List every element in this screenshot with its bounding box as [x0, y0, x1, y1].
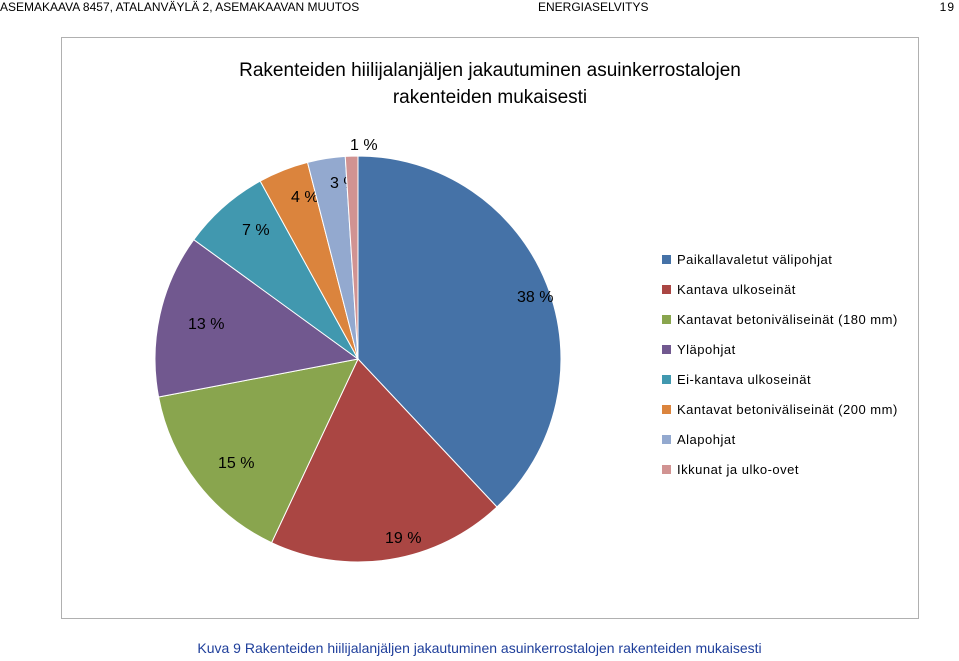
pie-data-label: 7 %	[242, 222, 270, 239]
pie-slice	[158, 358, 359, 544]
pie-data-label: 19 %	[385, 530, 421, 547]
pie-data-label: 13 %	[188, 316, 224, 333]
legend-label: Kantava ulkoseinät	[677, 282, 796, 297]
pie-data-label: 15 %	[218, 455, 254, 472]
pie-data-label: 1 %	[350, 137, 378, 154]
legend-label: Kantavat betoniväliseinät (200 mm)	[677, 402, 898, 417]
figure-caption: Kuva 9 Rakenteiden hiilijalanjäljen jaka…	[197, 640, 762, 656]
legend-label: Ei-kantava ulkoseinät	[677, 372, 811, 387]
pie-slice	[270, 358, 498, 563]
pie-slice	[154, 238, 360, 398]
legend-label: Kantavat betoniväliseinät (180 mm)	[677, 312, 898, 327]
document-header-title: ASEMAKAAVA 8457, ATALANVÄYLÄ 2, ASEMAKAA…	[0, 0, 360, 14]
legend-swatch	[662, 315, 671, 324]
legend-swatch	[662, 435, 671, 444]
pie-slice	[357, 155, 562, 508]
chart-title-line: rakenteiden mukaisesti	[393, 87, 587, 108]
chart-frame: Rakenteiden hiilijalanjäljen jakautumine…	[61, 37, 919, 619]
legend-label: Ikkunat ja ulko-ovet	[677, 462, 799, 477]
legend-label: Paikallavaletut välipohjat	[677, 252, 832, 267]
page-number: 19	[939, 0, 955, 14]
legend-label: Alapohjat	[677, 432, 736, 447]
legend-swatch	[662, 465, 671, 474]
legend-swatch	[662, 345, 671, 354]
legend-label: Yläpohjat	[677, 342, 736, 357]
document-header-section: ENERGIASELVITYS	[538, 0, 649, 14]
legend-swatch	[662, 255, 671, 264]
pie-chart: Rakenteiden hiilijalanjäljen jakautumine…	[154, 60, 898, 563]
chart-title-line: Rakenteiden hiilijalanjäljen jakautumine…	[239, 60, 741, 81]
pie-data-label: 38 %	[517, 289, 553, 306]
legend-swatch	[662, 405, 671, 414]
pie-data-label: 4 %	[291, 189, 319, 206]
legend-swatch	[662, 285, 671, 294]
pie-slice	[344, 155, 359, 360]
legend-swatch	[662, 375, 671, 384]
